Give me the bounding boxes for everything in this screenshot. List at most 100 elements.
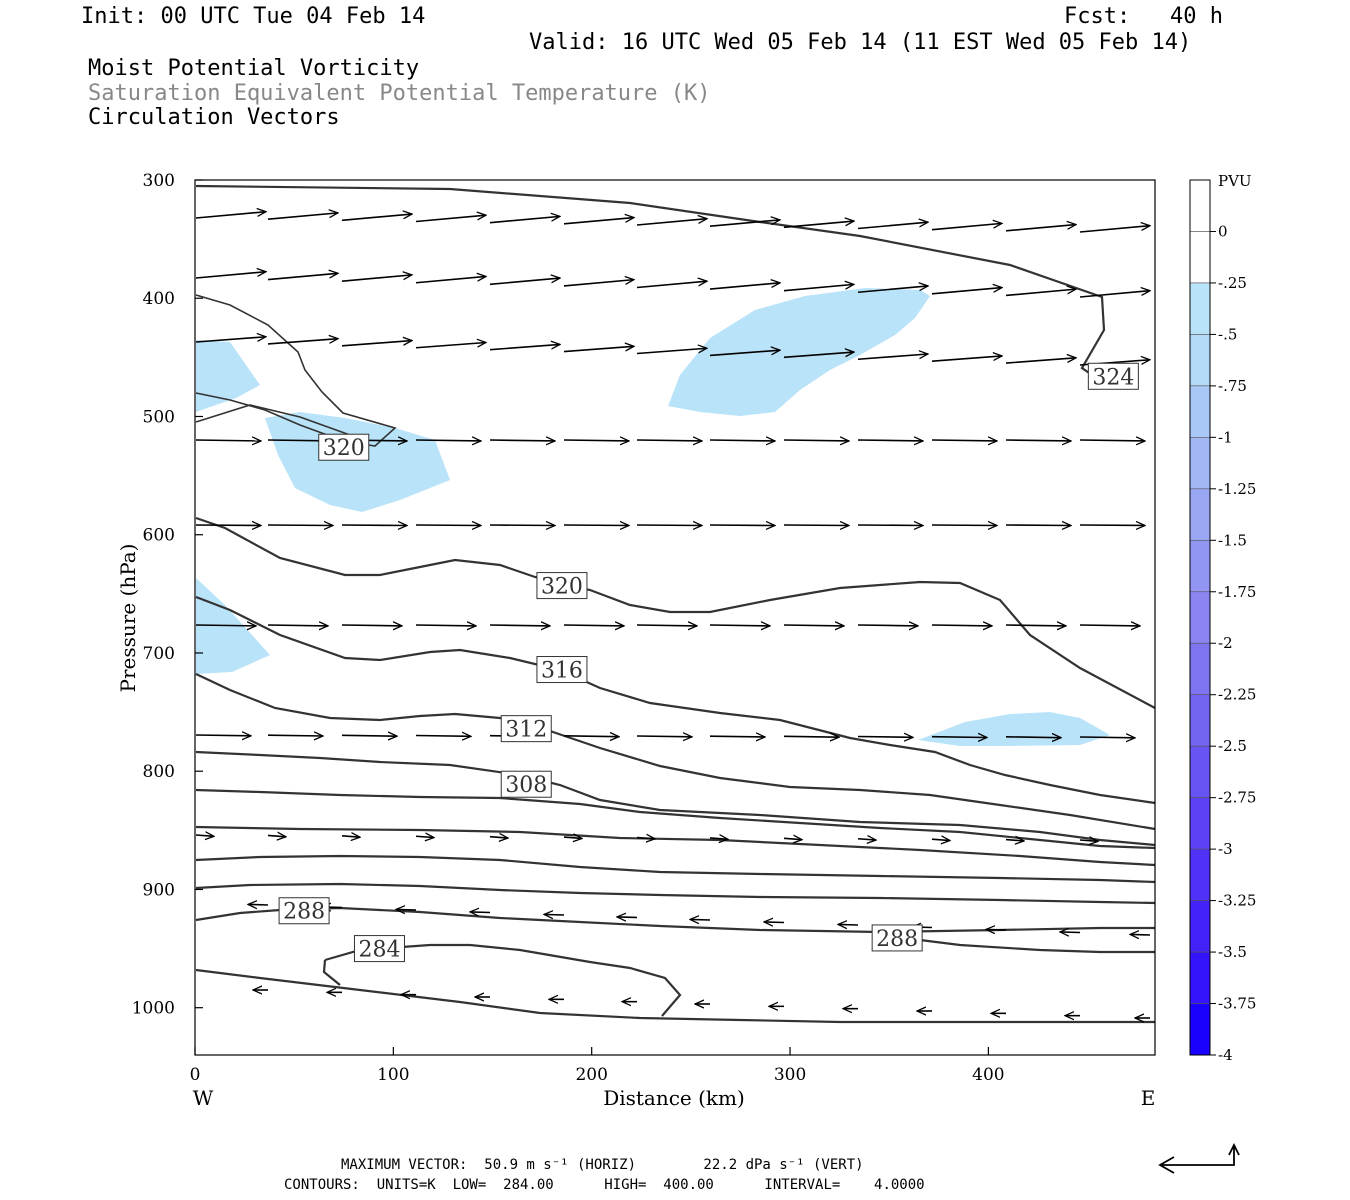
wind-vector [1079,840,1098,841]
wind-vector [783,625,844,626]
colorbar-swatch [1189,900,1211,953]
wind-vector [636,440,702,441]
wind-vector [986,929,1007,930]
wind-vector [563,625,624,626]
wind-vector [415,215,486,223]
colorbar-frame [1189,179,1211,1056]
wind-vector [709,283,780,290]
wind-vector [783,284,854,292]
wind-vector [489,278,560,286]
wind-vector [267,213,338,220]
colorbar-swatch [1189,437,1211,490]
wind-vector [341,341,412,347]
wind-vector [248,904,269,905]
colorbar-swatch [1189,231,1211,284]
wind-vector [857,625,918,626]
contour-label-box [318,433,370,461]
contour-line [195,516,1156,709]
y-axis-label: Pressure (hPa) [116,544,140,693]
wind-vector [636,625,697,626]
contour-label: 284 [358,938,400,963]
field-title-theta-es: Saturation Equivalent Potential Temperat… [88,81,711,106]
wind-vector [341,214,412,222]
contours-note: CONTOURS: UNITS=K LOW= 284.00 HIGH= 400.… [284,1177,925,1193]
colorbar-swatch [1189,488,1211,541]
wind-vector [783,736,839,737]
wind-vector [470,912,491,913]
colorbar-label: -.25 [1218,274,1247,292]
contour-label: 288 [283,900,325,925]
wind-vector [1079,226,1150,233]
contour-line [195,750,1156,847]
wind-vector [1005,440,1071,441]
contour-line [195,184,1106,378]
wind-vector [489,216,560,224]
mpv-shading [196,288,1110,746]
contour-line [322,959,341,986]
wind-vector [857,440,923,441]
y-tick-label: 900 [143,880,175,900]
contour-line [195,404,351,436]
contour-label-box [536,572,588,600]
colorbar-label: -1.5 [1218,531,1247,549]
mpv-patch [668,288,930,416]
wind-vector [764,922,785,923]
west-label: W [193,1086,214,1110]
y-tick-label: 500 [143,407,175,427]
wind-vector [636,281,707,289]
wind-vector [931,737,987,738]
y-tick-label: 800 [143,762,175,782]
wind-vector [1005,358,1076,364]
contour-label: 320 [541,575,583,600]
colorbar-label: -2.5 [1218,737,1247,755]
wind-vector [931,839,950,840]
colorbar-swatch [1189,694,1211,747]
wind-vector [563,837,582,838]
theta-es-contours [195,184,1156,1024]
wind-vector [783,221,854,229]
wind-vector [709,838,728,839]
wind-vector [267,273,338,281]
wind-vector [931,356,1002,362]
wind-vector [195,212,266,219]
wind-vector [857,286,928,294]
wind-vector [1130,934,1151,935]
contour-label: 324 [1092,365,1134,390]
contour-label-box [1087,362,1139,390]
y-tick-label: 700 [143,644,175,664]
wind-vector [415,440,481,441]
contour-labels: 320 320 316 312 308 288 284 288 324 [278,362,1139,963]
wind-vector [415,276,486,284]
pvu-colorbar: 0 -.25 -.5 -.75 -1 -1.25 -1.5 -1.75 -2 -2.25 -2.5 -… [1189,179,1256,1064]
mpv-patch [918,712,1110,746]
x-tick-label: 200 [575,1065,607,1085]
mpv-patch [265,412,450,512]
contour-line [195,825,1156,867]
contour-label-box [353,935,405,963]
wind-vector [267,339,338,345]
colorbar-swatch [1189,642,1211,696]
field-title-mpv: Moist Potential Vorticity [88,56,420,81]
wind-vector [857,222,928,230]
contour-label-box [500,715,552,743]
contour-line [195,673,1156,831]
colorbar-swatch [1189,539,1211,593]
contour-label: 312 [505,718,547,743]
wind-vector [636,219,707,226]
wind-vector [931,223,1002,231]
colorbar-swatch [1189,745,1211,798]
contour-label-box [500,770,552,798]
colorbar-swatch [1189,591,1211,644]
wind-vector [341,735,397,736]
max-vector-note: MAXIMUM VECTOR: 50.9 m s⁻¹ (HORIZ) 22.2 … [341,1157,864,1173]
x-tick-label: 0 [190,1065,201,1085]
wind-vector [563,218,634,225]
colorbar-swatch [1189,385,1211,438]
contour-line [195,854,1156,884]
wind-vector [563,280,634,287]
wind-vector [783,440,849,441]
contour-line [195,788,1156,850]
wind-vector [195,625,256,626]
colorbar-label: -1.75 [1218,583,1256,601]
